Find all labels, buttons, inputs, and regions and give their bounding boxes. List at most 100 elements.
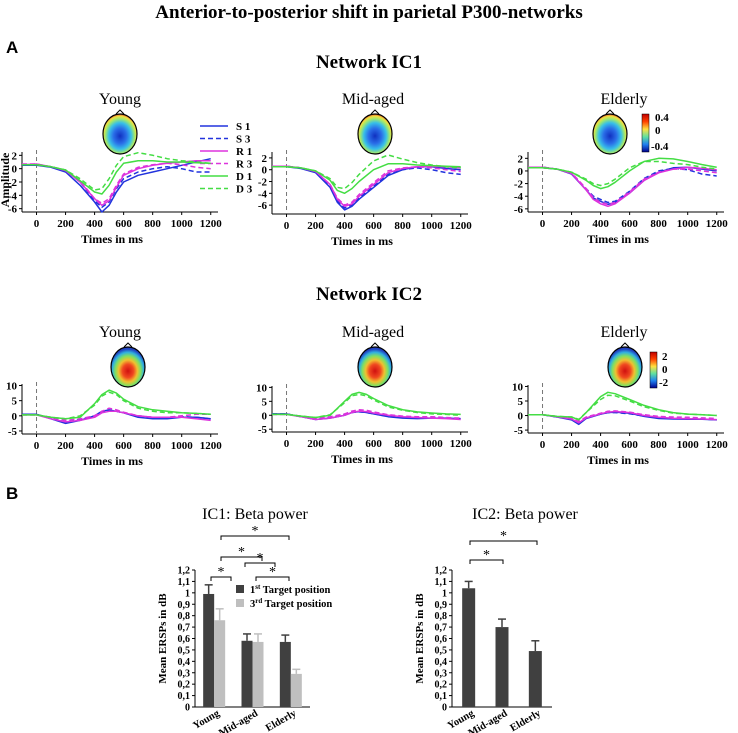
y-tick-label: 0,2 — [178, 680, 191, 691]
x-tick-label: 1000 — [171, 440, 194, 452]
x-axis-label: Times in ms — [81, 454, 143, 468]
y-tick-label: 0,1 — [435, 691, 448, 702]
significance-bracket — [469, 559, 504, 564]
significance-star: * — [483, 548, 490, 563]
y-tick-label: 5 — [262, 396, 268, 408]
significance-star: * — [238, 545, 245, 560]
significance-star: * — [269, 565, 276, 580]
x-axis-label: Times in ms — [81, 232, 143, 246]
x-tick-label: 800 — [144, 218, 161, 230]
significance-bracket — [469, 540, 538, 545]
colorbar-tick: 0 — [662, 364, 668, 376]
y-tick-label: 0,7 — [178, 623, 191, 634]
y-tick-label: 10 — [512, 381, 524, 393]
x-tick-label: 200 — [57, 218, 74, 230]
x-tick-label: 600 — [365, 220, 382, 232]
x-tick-label: 400 — [336, 220, 353, 232]
series-line-d3 — [22, 391, 211, 420]
y-tick-label: 0 — [12, 164, 18, 176]
x-tick-label: 200 — [307, 220, 324, 232]
significance-bracket — [210, 576, 232, 581]
x-tick-label: 200 — [563, 439, 580, 451]
y-tick-label: -6 — [258, 200, 268, 212]
y-tick-label: 0,7 — [435, 623, 448, 634]
y-tick-label: 0,9 — [178, 600, 191, 611]
x-tick-label: 600 — [365, 438, 382, 450]
legend-label: 3rd Target position — [250, 597, 332, 610]
colorbar-ic1: 0.4 0 -0.4 — [641, 112, 669, 153]
y-tick-label: 0,5 — [435, 645, 448, 656]
colorbar-tick: -0.4 — [651, 141, 669, 153]
y-tick-label: -2 — [8, 177, 18, 189]
x-tick-label: 0 — [284, 220, 290, 232]
y-tick-label: 0 — [262, 165, 268, 177]
bar — [279, 641, 291, 707]
x-tick-label: 800 — [394, 438, 411, 450]
colorbar-tick: 0.4 — [655, 112, 669, 124]
y-tick-label: 0 — [262, 410, 268, 422]
x-tick-label: 1200 — [450, 438, 473, 450]
significance-star: * — [257, 551, 264, 566]
series-line-s1 — [272, 166, 461, 211]
y-tick-label: 0,6 — [178, 634, 191, 645]
y-tick-label: 0 — [12, 411, 18, 423]
y-axis-label: Mean ERSPs in dB — [414, 593, 426, 684]
bar — [252, 641, 264, 707]
significance-star: * — [500, 529, 507, 544]
legend-label: R 3 — [236, 159, 253, 171]
line-legend: S 1S 3R 1R 3D 1D 3 — [200, 121, 253, 196]
y-tick-label: 0,2 — [435, 680, 448, 691]
y-tick-label: 10 — [256, 382, 268, 394]
x-axis-label: Times in ms — [331, 452, 393, 466]
significance-bracket — [220, 556, 263, 561]
erp-line-plot: 10 5 0 -5 0 200 400 600 800 1000 1200 Times in ms — [512, 381, 728, 467]
x-tick-label: 0 — [540, 439, 546, 451]
y-tick-label: -6 — [514, 204, 524, 216]
series-line-d3 — [272, 154, 461, 190]
y-tick-label: 5 — [518, 396, 524, 408]
y-tick-label: 0,5 — [178, 645, 191, 656]
series-line-d1 — [528, 157, 717, 190]
legend-label: 1st Target position — [250, 583, 330, 596]
y-tick-label: 0,1 — [178, 691, 191, 702]
y-tick-label: 0 — [185, 703, 190, 714]
legend-swatch — [236, 585, 244, 593]
series-line-d3 — [272, 393, 461, 419]
x-tick-label: 200 — [57, 440, 74, 452]
x-tick-label: 800 — [650, 439, 667, 451]
x-tick-label: 1000 — [677, 218, 700, 230]
series-line-d3 — [528, 160, 717, 187]
y-tick-label: 1,1 — [178, 577, 191, 588]
colorbar-tick: -2 — [659, 377, 669, 389]
x-axis-label: Times in ms — [587, 453, 649, 467]
x-tick-label: 800 — [144, 440, 161, 452]
plot-title: Elderly — [600, 324, 648, 341]
series-line-r1 — [528, 166, 717, 208]
erp-line-plot: 10 5 0 -5 0 200 400 600 800 1000 1200 Times in ms — [256, 382, 472, 466]
network-ic1-title: Network IC1 — [315, 52, 423, 73]
bar — [528, 651, 542, 707]
legend-swatch — [236, 599, 244, 607]
y-tick-label: 1,2 — [435, 566, 448, 577]
series-line-r3 — [22, 407, 211, 422]
x-tick-label: 600 — [621, 218, 638, 230]
y-tick-label: 5 — [12, 396, 18, 408]
bar-chart-title: IC2: Beta power — [472, 506, 578, 523]
network-ic2-title: Network IC2 — [315, 284, 423, 305]
y-tick-label: 1,1 — [435, 577, 448, 588]
scalp-map-ic1-elderly — [592, 109, 628, 155]
series-line-r3 — [272, 165, 461, 206]
legend-label: D 1 — [236, 171, 252, 183]
significance-star: * — [252, 524, 259, 539]
x-tick-label: 800 — [394, 220, 411, 232]
y-tick-label: 2 — [518, 153, 524, 165]
legend-label: D 3 — [236, 184, 253, 196]
y-tick-label: 1 — [442, 588, 447, 599]
y-tick-label: 1 — [185, 588, 190, 599]
y-tick-label: 0 — [442, 703, 447, 714]
bar — [495, 627, 509, 707]
y-tick-label: -5 — [258, 424, 268, 436]
x-tick-label: 400 — [86, 440, 103, 452]
